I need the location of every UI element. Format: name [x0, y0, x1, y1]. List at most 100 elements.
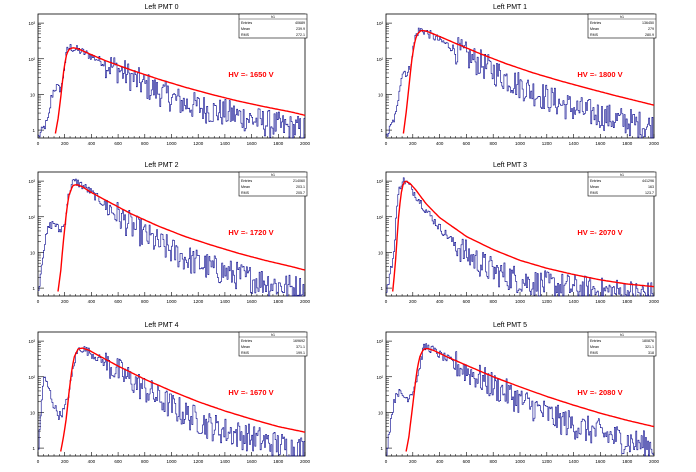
chart-title: Left PMT 3: [493, 162, 527, 169]
stats-value: 205.7: [296, 191, 305, 195]
y-tick-label: 1: [32, 446, 35, 451]
stats-value: 321.1: [645, 345, 654, 349]
x-tick-label: 200: [409, 141, 417, 146]
y-tick-label: 10: [30, 92, 36, 97]
x-tick-label: 800: [141, 299, 149, 304]
hv-label: HV =- 1650 V: [228, 70, 273, 79]
x-tick-label: 1400: [220, 141, 231, 146]
x-tick-label: 800: [489, 141, 497, 146]
x-tick-label: 0: [37, 141, 40, 146]
stats-label: RMS: [241, 33, 250, 37]
x-tick-label: 600: [463, 459, 471, 464]
histogram-series: [38, 346, 305, 457]
x-tick-label: 1400: [569, 299, 580, 304]
histogram-series: [386, 343, 654, 457]
y-tick-label: 10²: [376, 57, 383, 62]
chart-panel-0: Left PMT 0 0 200 400 600 800 1000 1200 1400 1600 1…: [28, 4, 310, 146]
x-tick-label: 2000: [300, 141, 311, 146]
stats-value: 318: [648, 351, 654, 355]
stats-box: [587, 13, 657, 39]
x-tick-label: 1800: [273, 299, 284, 304]
x-tick-label: 1200: [542, 141, 553, 146]
x-tick-label: 600: [114, 459, 122, 464]
chart-panel-3: Left PMT 3 0 200 400 600 800 1000 1200 1400 1600 1…: [376, 162, 659, 304]
stats-label: RMS: [590, 33, 599, 37]
x-tick-label: 2000: [649, 459, 660, 464]
chart-title: Left PMT 0: [144, 4, 178, 11]
chart-panel-5: Left PMT 5 0 200 400 600 800 1000 1200 1400 1600 1…: [376, 322, 659, 464]
x-tick-label: 1000: [166, 459, 177, 464]
stats-value: 136450: [642, 21, 654, 25]
stats-label: RMS: [590, 191, 599, 195]
x-tick-label: 200: [409, 299, 417, 304]
x-tick-label: 200: [61, 299, 69, 304]
stats-label: Mean: [241, 27, 250, 31]
x-tick-label: 1000: [515, 299, 526, 304]
x-tick-label: 1400: [569, 141, 580, 146]
x-tick-label: 400: [88, 299, 96, 304]
stats-name: h1: [271, 15, 275, 19]
y-tick-label: 1: [380, 446, 383, 451]
stats-value: 272.1: [296, 33, 305, 37]
y-tick-label: 10: [30, 250, 36, 255]
stats-value: 199.1: [296, 351, 305, 355]
stats-label: Entries: [241, 339, 252, 343]
stats-box: [587, 171, 657, 197]
x-tick-label: 400: [436, 141, 444, 146]
stats-value: 163: [648, 185, 654, 189]
histogram-series: [386, 177, 654, 297]
stats-value: 441296: [642, 179, 654, 183]
y-tick-label: 10³: [376, 179, 383, 184]
y-tick-label: 10: [378, 250, 384, 255]
x-tick-label: 0: [37, 299, 40, 304]
x-tick-label: 400: [88, 459, 96, 464]
chart-panel-2: Left PMT 2 0 200 400 600 800 1000 1200 1400 1600 1…: [28, 162, 310, 304]
x-tick-label: 1600: [247, 459, 258, 464]
x-tick-label: 600: [463, 141, 471, 146]
hv-label: HV =- 1670 V: [228, 388, 273, 397]
x-tick-label: 1400: [220, 299, 231, 304]
stats-value: 214060: [293, 179, 305, 183]
x-tick-label: 0: [385, 141, 388, 146]
x-tick-label: 1600: [247, 299, 258, 304]
stats-value: 169692: [293, 339, 305, 343]
x-tick-label: 2000: [649, 141, 660, 146]
hv-label: HV =- 2080 V: [577, 388, 622, 397]
histogram-series: [386, 27, 654, 139]
stats-name: h1: [620, 333, 624, 337]
x-tick-label: 800: [489, 459, 497, 464]
x-tick-label: 200: [61, 141, 69, 146]
x-tick-label: 2000: [300, 459, 311, 464]
x-tick-label: 1600: [595, 459, 606, 464]
y-tick-label: 10³: [376, 21, 383, 26]
stats-value: 40689: [295, 21, 305, 25]
hv-label: HV =- 2070 V: [577, 228, 622, 237]
x-tick-label: 1600: [595, 141, 606, 146]
x-tick-label: 1000: [515, 459, 526, 464]
x-tick-label: 1400: [569, 459, 580, 464]
stats-label: Entries: [241, 179, 252, 183]
x-tick-label: 600: [463, 299, 471, 304]
histogram-series: [38, 178, 305, 297]
x-tick-label: 2000: [300, 299, 311, 304]
fit-curve: [54, 47, 306, 134]
y-tick-label: 10: [378, 410, 384, 415]
x-tick-label: 200: [61, 459, 69, 464]
y-tick-label: 1: [380, 128, 383, 133]
x-tick-label: 1200: [193, 299, 204, 304]
x-tick-label: 800: [489, 299, 497, 304]
x-tick-label: 1200: [193, 141, 204, 146]
x-tick-label: 1200: [542, 299, 553, 304]
stats-label: Mean: [590, 345, 599, 349]
x-tick-label: 1800: [622, 459, 633, 464]
y-tick-label: 1: [380, 286, 383, 291]
chart-panel-4: Left PMT 4 0 200 400 600 800 1000 1200 1400 1600 1…: [28, 322, 310, 464]
stats-name: h1: [271, 173, 275, 177]
x-tick-label: 800: [141, 141, 149, 146]
x-tick-label: 400: [436, 299, 444, 304]
chart-panel-1: Left PMT 1 0 200 400 600 800 1000 1200 1400 1600 1…: [376, 4, 659, 146]
stats-label: Mean: [241, 185, 250, 189]
stats-label: Mean: [241, 345, 250, 349]
x-tick-label: 1000: [166, 141, 177, 146]
